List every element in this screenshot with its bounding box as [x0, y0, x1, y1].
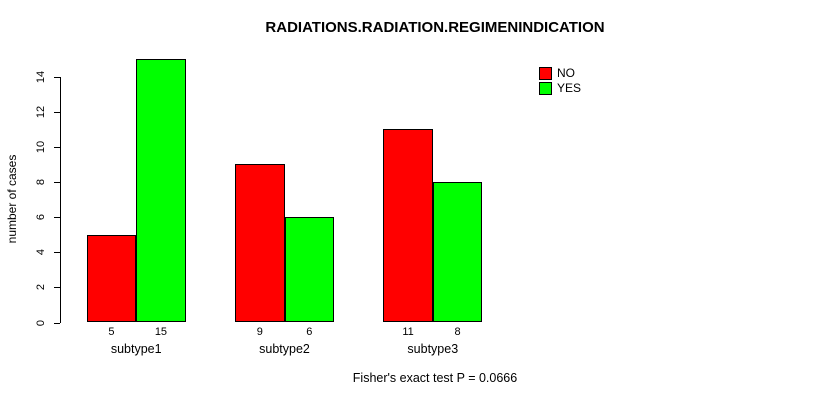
legend-item-no: NO: [539, 66, 581, 80]
bar-no-subtype1: [86, 234, 137, 323]
y-tick-label: 0: [35, 319, 47, 326]
y-axis-line: [59, 76, 61, 323]
y-tick: [53, 287, 60, 289]
y-tick: [53, 181, 60, 183]
y-tick-label: 8: [35, 178, 47, 185]
y-tick: [53, 217, 60, 219]
y-tick: [53, 146, 60, 148]
bar-no-subtype3: [383, 129, 433, 323]
bar-count-label: 9: [256, 326, 263, 338]
category-label-subtype2: subtype2: [259, 342, 310, 356]
y-tick-label: 2: [35, 284, 47, 291]
legend-label-yes: YES: [557, 80, 582, 95]
y-tick-label: 12: [35, 105, 47, 118]
chart-title: RADIATIONS.RADIATION.REGIMENINDICATION: [265, 19, 605, 36]
bar-yes-subtype2: [284, 217, 334, 323]
bar-count-label: 8: [454, 326, 461, 338]
category-label-subtype1: subtype1: [110, 342, 162, 356]
legend-swatch-yes: [539, 81, 552, 95]
bar-count-label: 5: [108, 326, 115, 338]
y-tick: [53, 252, 60, 254]
annotation-pvalue: Fisher's exact test P = 0.0666: [352, 371, 518, 385]
y-tick: [53, 322, 60, 324]
y-tick: [53, 76, 60, 78]
bar-yes-subtype3: [432, 181, 483, 323]
bar-count-label: 11: [402, 326, 414, 338]
bar-count-label: 6: [306, 326, 313, 338]
y-tick-label: 4: [35, 249, 47, 256]
y-tick-label: 10: [35, 140, 47, 153]
legend-item-yes: YES: [539, 81, 581, 95]
category-label-subtype3: subtype3: [407, 342, 459, 356]
bar-no-subtype2: [235, 164, 285, 323]
legend-swatch-no: [539, 66, 552, 80]
legend-label-no: NO: [557, 65, 575, 80]
y-tick: [53, 111, 60, 113]
y-tick-label: 14: [35, 70, 47, 83]
bar-yes-subtype1: [136, 58, 186, 323]
y-axis-label: number of cases: [5, 154, 19, 244]
bar-count-label: 15: [154, 326, 168, 338]
legend: NO YES: [539, 66, 581, 96]
y-tick-label: 6: [35, 214, 47, 221]
